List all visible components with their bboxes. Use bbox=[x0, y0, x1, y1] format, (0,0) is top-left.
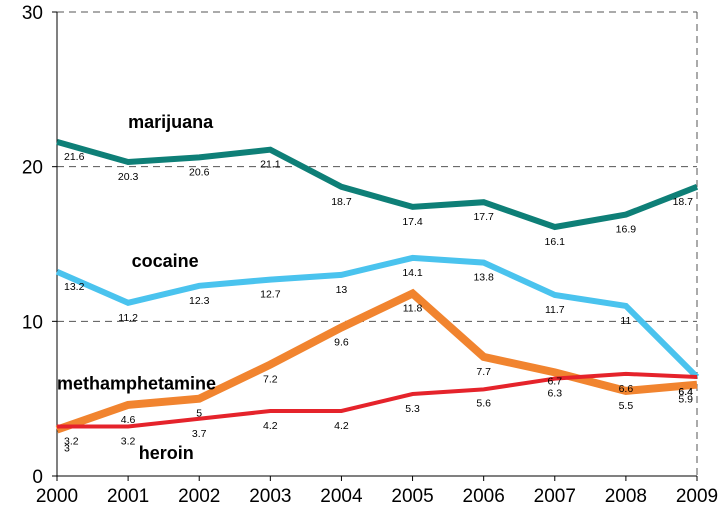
data-label-marijuana-2003: 21.1 bbox=[260, 159, 281, 171]
series-names: marijuana cocaine methamphetamine heroin bbox=[57, 112, 216, 463]
data-label-heroin-2003: 4.2 bbox=[263, 420, 278, 432]
data-label-marijuana-2009: 18.7 bbox=[673, 196, 694, 208]
data-label-cocaine-2000: 13.2 bbox=[64, 281, 85, 293]
data-label-cocaine-2007: 11.7 bbox=[545, 304, 565, 316]
data-label-cocaine-2001: 11.2 bbox=[118, 312, 138, 324]
data-label-methamphetamine-2008: 5.5 bbox=[619, 400, 634, 412]
data-label-methamphetamine-2000: 3 bbox=[64, 443, 70, 455]
data-label-marijuana-2002: 20.6 bbox=[189, 166, 210, 178]
data-label-marijuana-2004: 18.7 bbox=[331, 196, 352, 208]
series-name-heroin: heroin bbox=[139, 443, 194, 463]
series-line-methamphetamine bbox=[55, 288, 698, 434]
data-label-marijuana-2005: 17.4 bbox=[402, 216, 423, 228]
x-tick-label-2009: 2009 bbox=[676, 486, 718, 507]
data-label-heroin-2000: 3.2 bbox=[64, 436, 79, 448]
data-label-cocaine-2005: 14.1 bbox=[402, 267, 423, 279]
axes: 0 10 20 30 2000 2001 2002 2003 2004 2005 2006 2007 2… bbox=[22, 3, 718, 507]
series-name-methamphetamine: methamphetamine bbox=[57, 373, 216, 393]
data-label-cocaine-2009: 6.4 bbox=[678, 386, 693, 398]
data-label-methamphetamine-2005: 11.8 bbox=[403, 302, 423, 314]
data-label-methamphetamine-2006: 7.7 bbox=[476, 366, 491, 378]
data-label-methamphetamine-2007: 6.7 bbox=[547, 375, 562, 387]
data-label-cocaine-2004: 13 bbox=[336, 284, 348, 296]
y-tick-label-30: 30 bbox=[22, 3, 43, 24]
x-tick-label-2004: 2004 bbox=[320, 486, 363, 507]
x-tick-label-2005: 2005 bbox=[391, 486, 433, 507]
data-label-marijuana-2001: 20.3 bbox=[118, 171, 139, 183]
x-tick-label-2008: 2008 bbox=[605, 486, 647, 507]
data-label-heroin-2001: 3.2 bbox=[121, 436, 136, 448]
data-label-cocaine-2002: 12.3 bbox=[189, 295, 210, 307]
data-label-heroin-2007: 6.3 bbox=[547, 388, 562, 400]
y-tick-label-10: 10 bbox=[22, 312, 43, 333]
data-label-marijuana-2006: 17.7 bbox=[473, 211, 494, 223]
x-tick-label-2001: 2001 bbox=[107, 486, 149, 507]
data-label-marijuana-2007: 16.1 bbox=[545, 236, 566, 248]
data-label-heroin-2006: 5.6 bbox=[476, 397, 491, 409]
series-name-cocaine: cocaine bbox=[132, 251, 199, 271]
data-labels: 21.6 20.3 20.6 21.1 18.7 17.4 17.7 16.1 16.9 18.7… bbox=[64, 151, 693, 455]
series-lines bbox=[55, 139, 700, 434]
data-label-heroin-2004: 4.2 bbox=[334, 420, 349, 432]
x-tick-label-2006: 2006 bbox=[463, 486, 505, 507]
data-label-cocaine-2006: 13.8 bbox=[473, 272, 494, 284]
data-label-methamphetamine-2004: 9.6 bbox=[334, 337, 349, 349]
data-label-marijuana-2008: 16.9 bbox=[616, 224, 637, 236]
y-tick-label-0: 0 bbox=[32, 467, 43, 488]
data-label-heroin-2005: 5.3 bbox=[405, 403, 420, 415]
data-label-heroin-2009: 6.4 bbox=[678, 386, 693, 398]
x-tick-label-2003: 2003 bbox=[249, 486, 291, 507]
data-label-heroin-2002: 3.7 bbox=[192, 428, 207, 440]
data-label-heroin-2008: 6.6 bbox=[619, 383, 634, 395]
data-label-methamphetamine-2003: 7.2 bbox=[263, 374, 278, 386]
data-label-methamphetamine-2001: 4.6 bbox=[121, 414, 136, 426]
series-name-marijuana: marijuana bbox=[128, 112, 214, 132]
grid-lines bbox=[57, 11, 698, 476]
series-line-cocaine bbox=[55, 254, 700, 380]
series-line-marijuana bbox=[56, 139, 699, 231]
data-label-marijuana-2000: 21.6 bbox=[64, 151, 85, 163]
x-tick-label-2000: 2000 bbox=[36, 486, 78, 507]
data-label-cocaine-2003: 12.7 bbox=[260, 289, 281, 301]
data-label-methamphetamine-2009: 5.9 bbox=[678, 394, 693, 406]
series-line-heroin bbox=[57, 371, 698, 429]
y-tick-label-20: 20 bbox=[22, 158, 43, 179]
data-label-cocaine-2008: 11 bbox=[620, 315, 631, 327]
data-label-methamphetamine-2002: 5 bbox=[196, 408, 202, 420]
x-tick-label-2007: 2007 bbox=[534, 486, 576, 507]
x-tick-label-2002: 2002 bbox=[178, 486, 220, 507]
